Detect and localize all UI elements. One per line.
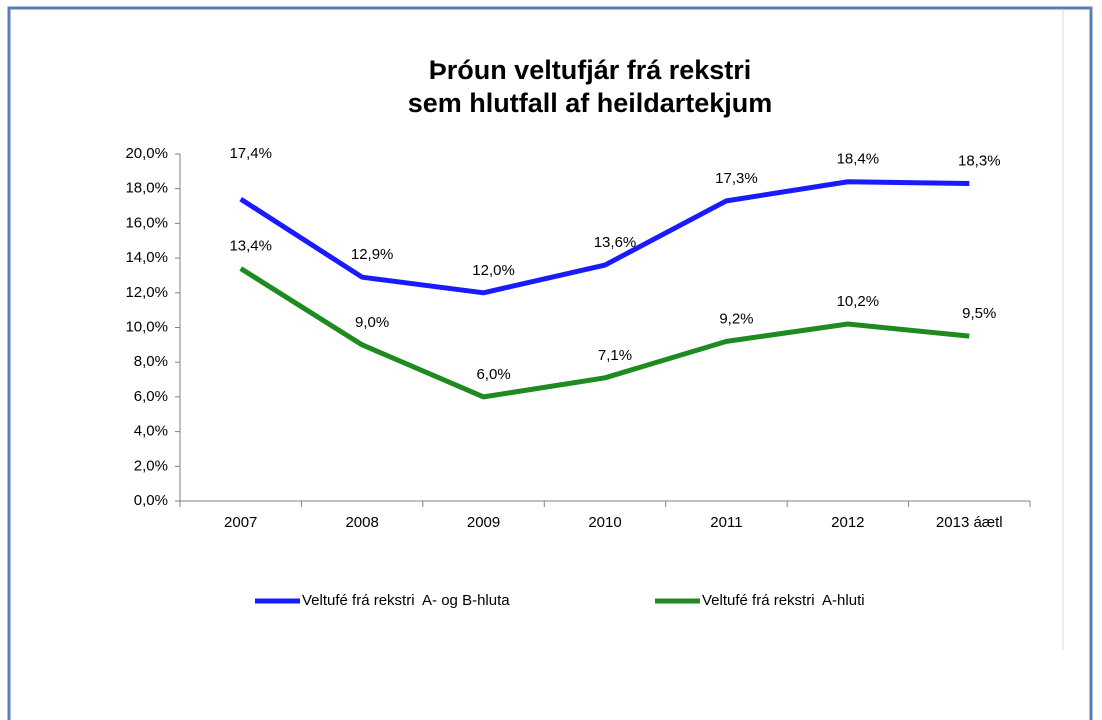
x-tick-label: 2007 xyxy=(224,514,257,531)
y-tick-label: 16,0% xyxy=(125,214,168,231)
x-tick-label: 2010 xyxy=(588,514,621,531)
x-tick-label: 2013 áætl xyxy=(936,514,1003,531)
data-label: 13,6% xyxy=(594,234,637,251)
y-tick-label: 0,0% xyxy=(134,492,168,509)
legend-label: Veltufé frá rekstri A- og B-hluta xyxy=(302,592,510,609)
y-tick-label: 10,0% xyxy=(125,318,168,335)
y-tick-label: 4,0% xyxy=(134,423,168,440)
data-label: 9,2% xyxy=(719,310,753,327)
data-label: 10,2% xyxy=(837,293,880,310)
x-tick-label: 2011 xyxy=(710,514,742,531)
y-tick-label: 20,0% xyxy=(125,145,168,162)
y-tick-label: 8,0% xyxy=(134,353,168,370)
y-tick-label: 12,0% xyxy=(125,284,168,301)
chart-title: Þróun veltufjár frá rekstri xyxy=(429,55,752,85)
data-label: 18,3% xyxy=(958,152,1001,169)
data-label: 9,0% xyxy=(355,314,389,331)
data-label: 13,4% xyxy=(229,237,272,254)
data-label: 18,4% xyxy=(837,151,880,168)
y-tick-label: 6,0% xyxy=(134,388,168,405)
x-tick-label: 2009 xyxy=(467,514,500,531)
series-line xyxy=(239,179,970,296)
y-tick-label: 2,0% xyxy=(134,457,168,474)
data-label: 17,4% xyxy=(229,145,272,162)
frame xyxy=(7,6,1093,720)
data-label: 17,3% xyxy=(715,170,758,187)
x-tick-label: 2012 xyxy=(831,514,864,531)
chart-title: sem hlutfall af heildartekjum xyxy=(408,88,773,118)
legend-label: Veltufé frá rekstri A-hluti xyxy=(702,592,865,609)
data-label: 12,9% xyxy=(351,246,394,263)
y-tick-label: 14,0% xyxy=(125,249,168,266)
series-line xyxy=(239,266,970,400)
data-label: 9,5% xyxy=(962,305,996,322)
data-label: 6,0% xyxy=(476,366,510,383)
y-tick-label: 18,0% xyxy=(125,180,168,197)
data-label: 12,0% xyxy=(472,262,515,279)
x-tick-label: 2008 xyxy=(345,514,378,531)
data-label: 7,1% xyxy=(598,347,632,364)
